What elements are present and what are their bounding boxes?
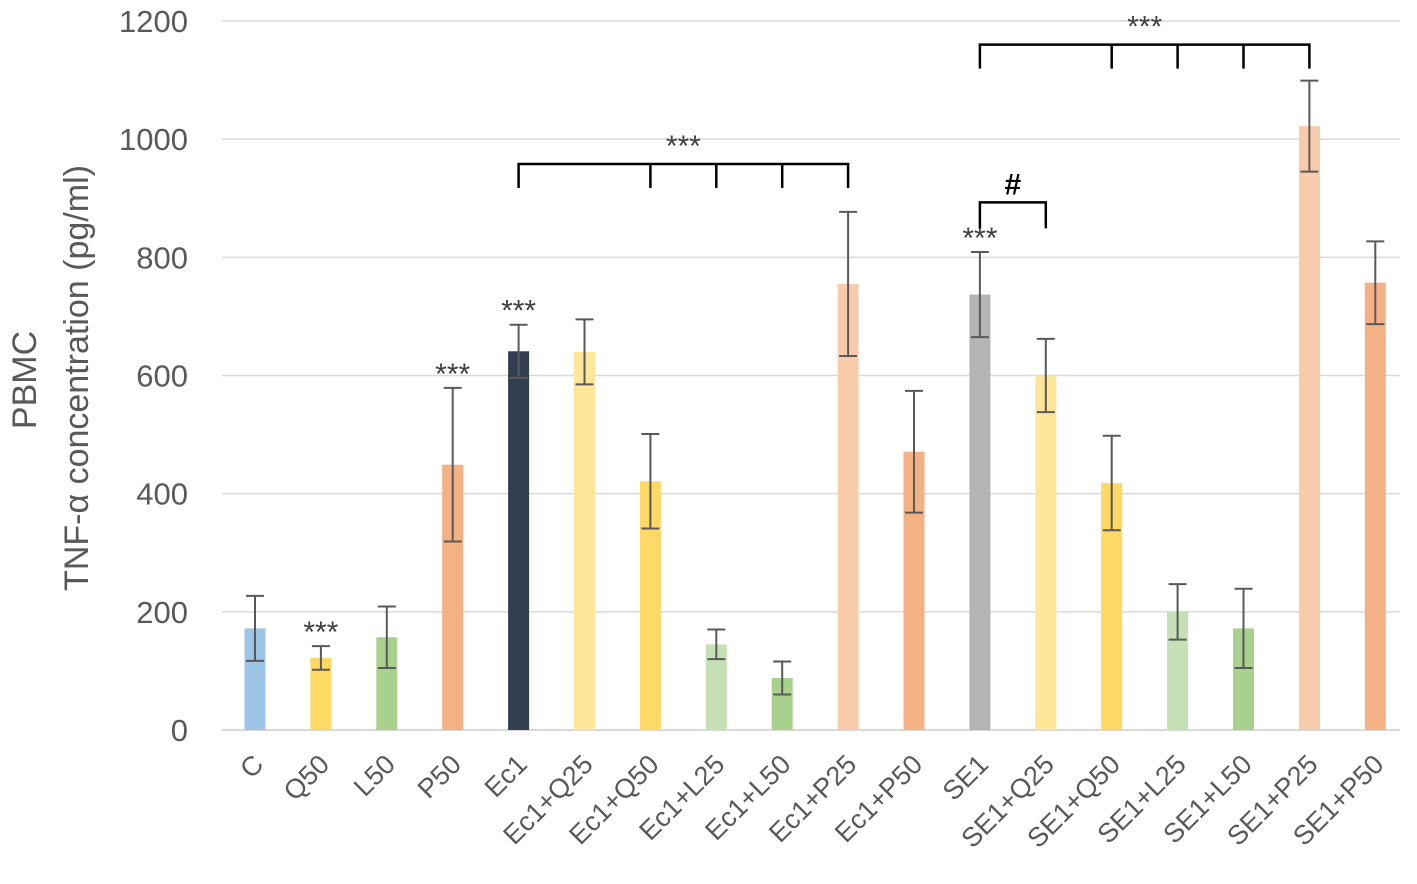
bar xyxy=(705,644,727,730)
error-bars xyxy=(246,79,1385,696)
bracket-line xyxy=(517,162,850,188)
x-tick-label: SE1 xyxy=(937,749,994,806)
error-bar xyxy=(377,605,396,669)
bar xyxy=(639,481,661,730)
error-bar xyxy=(1036,337,1055,414)
error-bar xyxy=(443,386,462,543)
bracket-label: # xyxy=(1005,168,1022,201)
bar xyxy=(969,294,991,730)
bar xyxy=(1298,126,1320,730)
y-axis-tick-labels: 0 200 400 600 800 1000 1200 xyxy=(119,4,188,748)
error-bar xyxy=(970,251,989,339)
bar xyxy=(574,351,595,730)
bar xyxy=(1233,628,1254,730)
y-tick-label: 200 xyxy=(136,595,188,630)
y-tick-label: 0 xyxy=(171,713,188,748)
bar xyxy=(310,657,332,730)
bars xyxy=(244,126,1386,730)
bar xyxy=(508,351,530,730)
x-tick-label: C xyxy=(234,749,269,784)
bar xyxy=(1364,282,1386,730)
bar xyxy=(903,451,925,730)
bracket-label: *** xyxy=(1127,11,1162,44)
error-bar xyxy=(641,432,660,530)
significance-bracket: # xyxy=(978,168,1048,229)
error-bar xyxy=(707,628,726,661)
error-bar xyxy=(1234,587,1253,669)
bar xyxy=(244,628,266,730)
bracket-line xyxy=(978,201,1048,229)
bracket-line xyxy=(978,43,1311,69)
x-tick-label: Q50 xyxy=(278,749,335,806)
significance-bracket: *** xyxy=(517,130,850,188)
significance-mark: *** xyxy=(435,358,470,391)
error-bar xyxy=(311,645,330,671)
error-bar xyxy=(839,210,858,358)
y-tick-label: 1200 xyxy=(119,4,188,39)
bar xyxy=(1101,483,1123,730)
error-bar xyxy=(1366,240,1385,326)
bracket-label: *** xyxy=(666,130,701,163)
error-bar xyxy=(1168,583,1187,641)
bar xyxy=(376,637,398,730)
error-bar xyxy=(509,323,528,379)
bar xyxy=(1167,611,1189,730)
x-tick-label: P50 xyxy=(412,749,467,804)
x-tick-label: Ec1 xyxy=(479,749,533,803)
error-bar xyxy=(575,318,594,386)
error-bar xyxy=(1102,434,1121,532)
significance-mark: *** xyxy=(303,616,338,649)
x-axis-category-labels: C Q50 L50 P50 Ec1Ec1+Q25Ec1+Q50Ec1+L25Ec1+L5… xyxy=(234,749,1389,854)
bar xyxy=(771,678,793,730)
error-bar xyxy=(1300,79,1319,173)
bar xyxy=(1035,375,1057,730)
significance-bracket: *** xyxy=(978,11,1311,69)
y-tick-label: 800 xyxy=(136,240,188,275)
significance-annotations: ***************#*** xyxy=(303,11,1311,649)
y-tick-label: 1000 xyxy=(119,122,188,157)
error-bar xyxy=(905,389,923,514)
error-bar xyxy=(246,594,264,662)
gridlines xyxy=(222,20,1400,731)
bar xyxy=(837,283,859,730)
error-bar xyxy=(773,660,792,696)
x-tick-label: L50 xyxy=(348,749,401,802)
significance-mark: *** xyxy=(501,295,536,328)
bar xyxy=(442,464,464,730)
y-axis-title: PBMC TNF-α concentration (pg/ml) xyxy=(6,165,96,591)
y-axis-title-line1: PBMC xyxy=(6,331,44,429)
y-tick-label: 400 xyxy=(136,477,188,512)
y-tick-label: 600 xyxy=(136,359,188,394)
y-axis-title-line2: TNF-α concentration (pg/ml) xyxy=(58,165,96,591)
